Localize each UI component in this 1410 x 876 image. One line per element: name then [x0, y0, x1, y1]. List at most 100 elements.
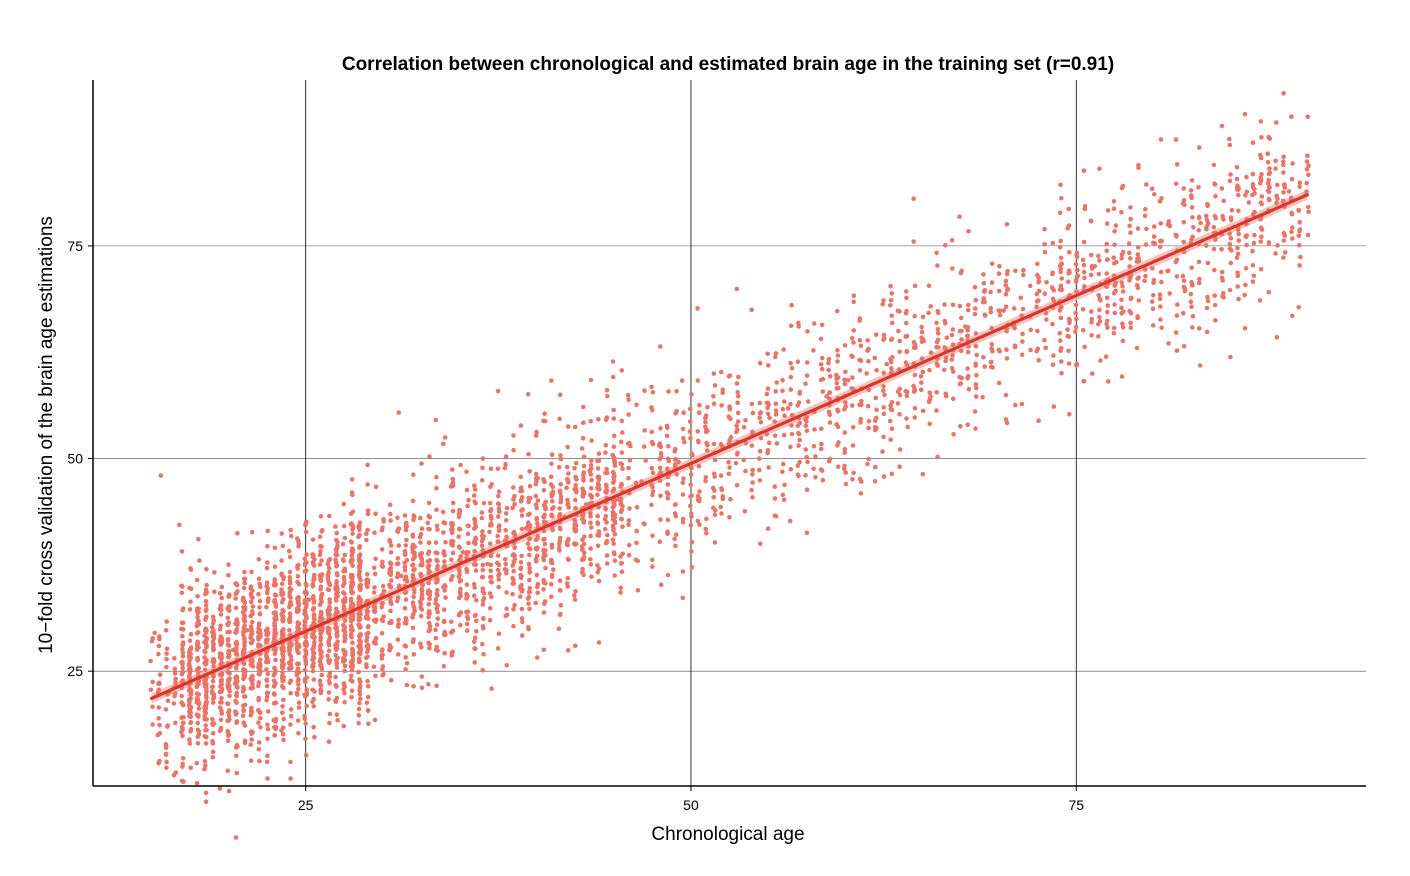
data-point	[719, 511, 724, 516]
data-point	[1259, 194, 1265, 199]
data-point	[773, 351, 779, 356]
data-point	[227, 716, 232, 722]
data-point	[471, 540, 477, 545]
data-point	[497, 571, 502, 577]
data-point	[689, 549, 694, 554]
data-point-0-16	[357, 585, 362, 591]
data-point	[188, 720, 194, 725]
data-point	[335, 639, 340, 644]
data-point	[188, 567, 194, 572]
data-point	[750, 467, 755, 473]
data-point	[457, 526, 462, 532]
data-point	[434, 591, 440, 596]
data-point	[326, 642, 332, 648]
data-point	[1236, 208, 1241, 214]
data-point	[212, 589, 217, 594]
data-point	[503, 461, 508, 467]
data-point	[564, 485, 569, 491]
data-point	[1119, 305, 1124, 311]
data-point	[1180, 273, 1186, 279]
data-point	[689, 392, 694, 397]
data-point	[188, 668, 193, 674]
data-point	[541, 610, 547, 615]
data-point	[217, 591, 223, 596]
data-point-0-39	[805, 399, 811, 404]
data-point	[202, 633, 207, 638]
data-point	[304, 692, 310, 697]
data-point	[758, 435, 764, 441]
data-point	[965, 376, 970, 381]
data-point	[543, 506, 548, 512]
data-point	[1289, 210, 1294, 216]
data-point	[913, 345, 918, 350]
data-point	[202, 709, 208, 714]
data-point	[264, 677, 270, 683]
data-point	[695, 306, 700, 311]
data-point	[210, 754, 216, 760]
data-point	[404, 578, 410, 584]
data-point	[1143, 273, 1148, 279]
data-point	[496, 502, 502, 507]
data-point	[1235, 273, 1241, 279]
data-point	[596, 417, 601, 422]
data-point	[1227, 231, 1232, 236]
data-point	[1097, 307, 1102, 313]
data-point	[1281, 91, 1286, 96]
data-point	[926, 399, 932, 405]
data-point	[1128, 256, 1133, 261]
data-point	[248, 713, 254, 718]
data-point	[495, 533, 501, 539]
data-point	[204, 695, 209, 700]
data-point	[518, 499, 524, 504]
data-point	[588, 462, 594, 468]
data-point	[450, 508, 456, 514]
data-point	[664, 433, 670, 439]
data-point	[435, 550, 440, 556]
data-point	[896, 328, 901, 334]
data-point	[1066, 334, 1072, 339]
data-point	[581, 454, 587, 460]
data-point	[1189, 178, 1195, 183]
data-point	[187, 607, 193, 612]
data-point	[504, 612, 510, 618]
data-point	[735, 419, 741, 424]
data-point	[695, 429, 701, 434]
data-point	[234, 770, 240, 776]
data-point	[179, 549, 185, 554]
data-point	[357, 679, 363, 685]
data-point	[356, 706, 362, 712]
data-point	[1135, 314, 1140, 319]
data-point	[273, 631, 279, 636]
data-point	[1089, 309, 1094, 314]
data-point	[1034, 291, 1040, 297]
data-point	[435, 527, 440, 532]
data-point	[642, 428, 647, 433]
data-point	[250, 604, 256, 609]
data-point-0-17	[380, 600, 386, 606]
data-point	[450, 483, 456, 489]
data-point	[889, 400, 895, 405]
data-point	[288, 759, 293, 765]
data-point	[866, 358, 871, 364]
data-point	[358, 641, 363, 646]
data-point	[388, 608, 393, 614]
data-point	[611, 407, 616, 413]
data-point	[518, 474, 524, 480]
data-point	[1190, 282, 1195, 288]
data-point	[904, 393, 910, 399]
data-point	[194, 760, 200, 766]
data-point	[210, 678, 216, 684]
data-point	[782, 482, 787, 488]
data-point	[1105, 318, 1110, 324]
data-point	[194, 667, 200, 673]
data-point	[388, 599, 393, 605]
data-point	[226, 562, 231, 567]
data-point	[249, 529, 255, 535]
data-point	[1149, 299, 1155, 304]
data-point	[766, 465, 771, 470]
data-point	[1236, 296, 1241, 302]
data-point	[1144, 182, 1149, 187]
data-point	[465, 616, 471, 622]
data-point	[849, 335, 855, 341]
data-point	[302, 654, 308, 659]
